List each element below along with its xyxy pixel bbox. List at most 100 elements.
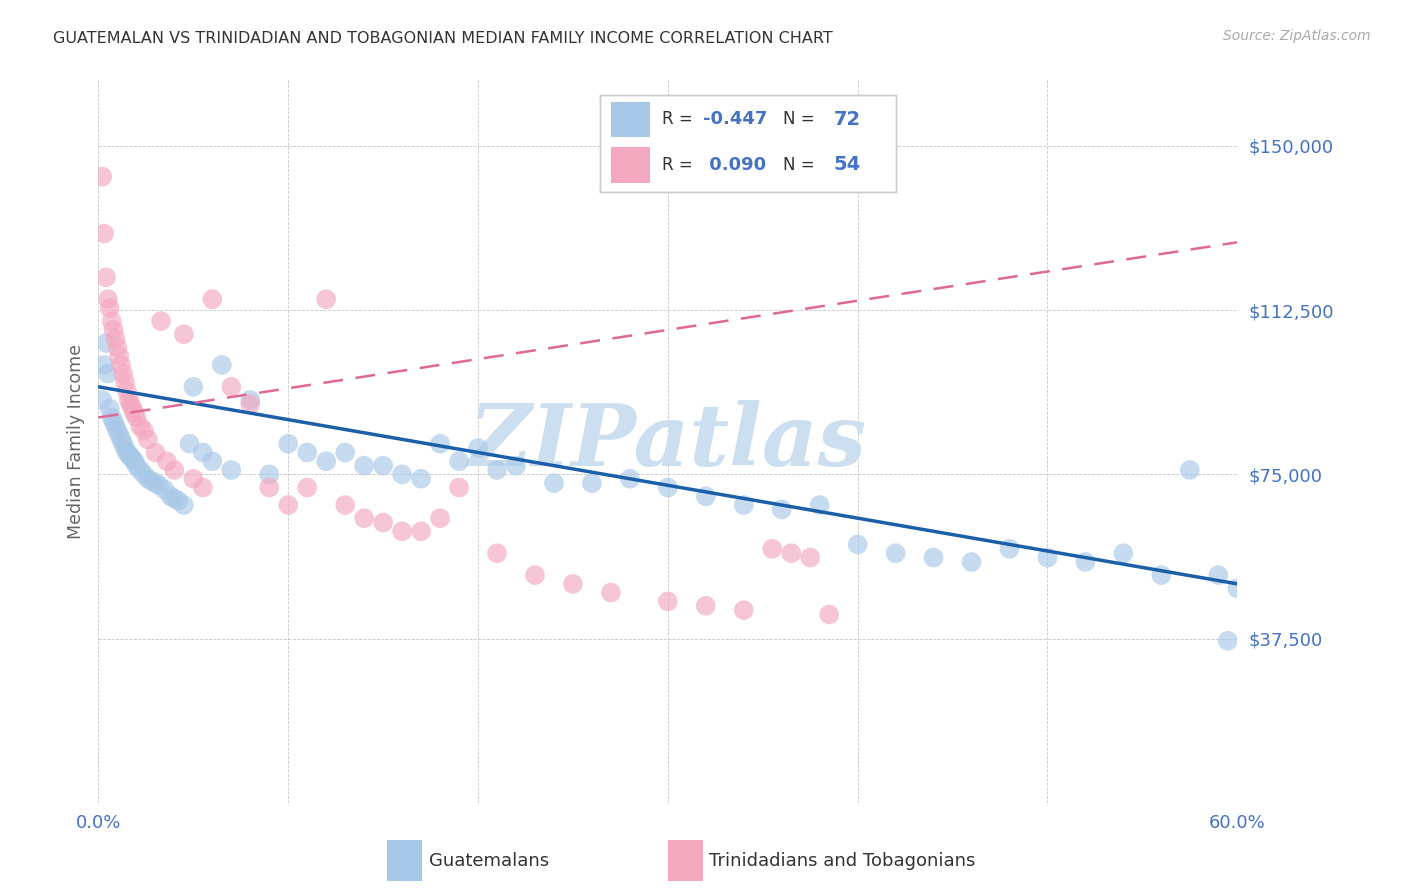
Point — [1150, 568, 1173, 582]
Point — [315, 454, 337, 468]
Point — [335, 445, 357, 459]
Point — [1226, 581, 1249, 595]
Point — [297, 481, 319, 495]
Point — [141, 474, 163, 488]
Point — [100, 314, 122, 328]
Point — [353, 511, 375, 525]
Point — [100, 410, 122, 425]
Point — [91, 392, 114, 407]
Point — [277, 498, 299, 512]
Point — [486, 463, 509, 477]
Point — [297, 445, 319, 459]
Point — [97, 292, 120, 306]
Point — [808, 498, 831, 512]
Point — [1074, 555, 1097, 569]
Point — [1112, 546, 1135, 560]
Point — [183, 472, 205, 486]
Point — [657, 481, 679, 495]
Point — [391, 467, 413, 482]
Point — [173, 498, 195, 512]
Point — [156, 454, 179, 468]
Point — [543, 476, 565, 491]
Point — [315, 292, 337, 306]
Point — [761, 541, 783, 556]
Point — [94, 270, 117, 285]
Point — [998, 541, 1021, 556]
Point — [163, 463, 186, 477]
Point — [114, 441, 136, 455]
Point — [118, 448, 141, 462]
Point — [94, 336, 117, 351]
Point — [411, 472, 433, 486]
Point — [429, 511, 451, 525]
Point — [108, 349, 131, 363]
Point — [145, 476, 167, 491]
Point — [108, 428, 131, 442]
Point — [191, 481, 214, 495]
Point — [163, 491, 186, 506]
Point — [733, 498, 755, 512]
Point — [371, 458, 394, 473]
Point — [118, 392, 141, 407]
Point — [103, 323, 125, 337]
Point — [98, 401, 121, 416]
Point — [93, 358, 115, 372]
Point — [107, 340, 129, 354]
Point — [818, 607, 841, 622]
Point — [695, 599, 717, 613]
Point — [112, 436, 135, 450]
Point — [524, 568, 547, 582]
Point — [657, 594, 679, 608]
Point — [239, 397, 262, 411]
Point — [467, 441, 489, 455]
Point — [183, 380, 205, 394]
Point — [211, 358, 233, 372]
Point — [98, 301, 121, 315]
Point — [780, 546, 803, 560]
Text: Source: ZipAtlas.com: Source: ZipAtlas.com — [1223, 29, 1371, 43]
Point — [201, 454, 224, 468]
Point — [581, 476, 603, 491]
Point — [191, 445, 214, 459]
Point — [221, 463, 243, 477]
Point — [132, 467, 155, 482]
Point — [103, 415, 125, 429]
Point — [259, 467, 281, 482]
Point — [429, 436, 451, 450]
Point — [411, 524, 433, 539]
Point — [1178, 463, 1201, 477]
Point — [159, 489, 181, 503]
Point — [136, 472, 159, 486]
Point — [259, 481, 281, 495]
Point — [562, 577, 585, 591]
Point — [239, 392, 262, 407]
Point — [112, 367, 135, 381]
Point — [114, 376, 136, 390]
Point — [353, 458, 375, 473]
Point — [120, 397, 142, 411]
Point — [148, 478, 170, 492]
Point — [173, 327, 195, 342]
Point — [97, 367, 120, 381]
Point — [846, 537, 869, 551]
Point — [277, 436, 299, 450]
Point — [770, 502, 793, 516]
Point — [150, 314, 173, 328]
Point — [733, 603, 755, 617]
Point — [884, 546, 907, 560]
Point — [136, 433, 159, 447]
Point — [449, 454, 471, 468]
Point — [129, 463, 152, 477]
Text: GUATEMALAN VS TRINIDADIAN AND TOBAGONIAN MEDIAN FAMILY INCOME CORRELATION CHART: GUATEMALAN VS TRINIDADIAN AND TOBAGONIAN… — [53, 31, 834, 46]
Point — [695, 489, 717, 503]
Point — [115, 384, 138, 399]
Point — [922, 550, 945, 565]
Point — [179, 436, 201, 450]
Point — [104, 419, 127, 434]
Point — [124, 454, 146, 468]
Point — [129, 419, 152, 434]
Point — [124, 406, 146, 420]
Point — [449, 481, 471, 495]
Point — [201, 292, 224, 306]
Point — [93, 227, 115, 241]
